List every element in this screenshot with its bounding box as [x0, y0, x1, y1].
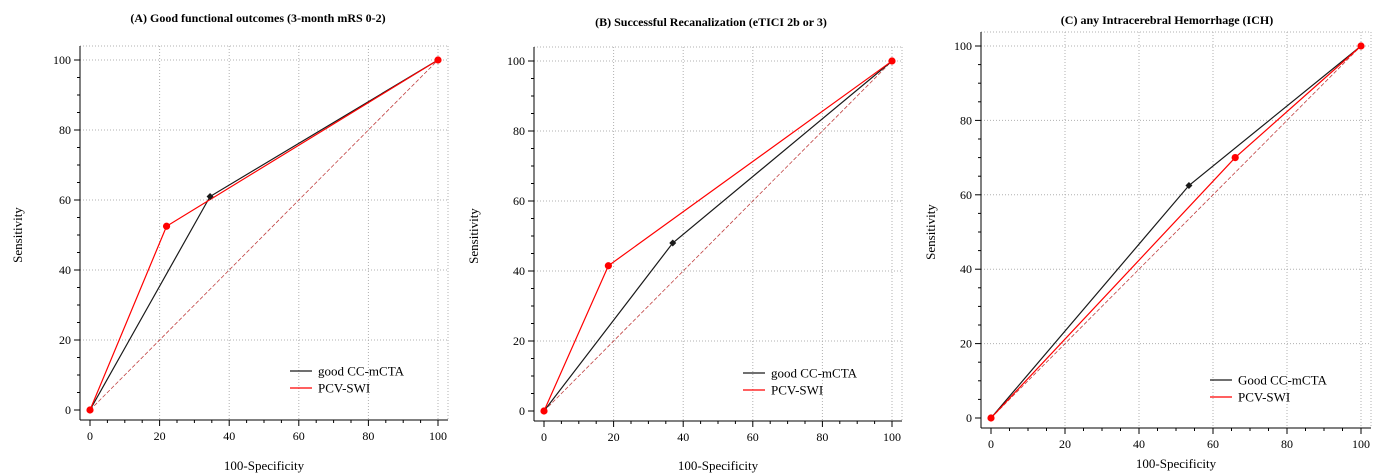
chart-c-y-axis-label: Sensitivity: [923, 204, 938, 260]
chart-c-series-2-point: [987, 414, 995, 422]
chart-b-x-tick-label: 20: [608, 430, 620, 444]
chart-a-series-2-point: [86, 406, 94, 414]
chart-a-reference-line: [89, 59, 439, 411]
chart-a-y-tick-label: 100: [53, 53, 71, 67]
chart-c-x-axis-label: 100-Specificity: [1136, 456, 1217, 471]
chart-b-x-tick-label: 100: [883, 430, 901, 444]
chart-a-x-tick-label: 0: [87, 429, 93, 443]
chart-c-y-tick-label: 60: [960, 188, 972, 202]
chart-c-x-tick-label: 40: [1133, 437, 1145, 451]
chart-a-y-tick-label: 40: [59, 263, 71, 277]
chart-a-legend-label-2: PCV-SWI: [318, 381, 370, 396]
roc-panel-a: (A) Good functional outcomes (3-month mR…: [0, 0, 460, 475]
chart-b-y-tick-label: 20: [513, 334, 525, 348]
chart-c-title: (C) any Intracerebral Hemorrhage (ICH): [1061, 13, 1273, 27]
chart-c-reference-line: [990, 45, 1362, 419]
chart-c-y-tick-label: 40: [960, 262, 972, 276]
chart-c-legend-label-2: PCV-SWI: [1238, 390, 1290, 405]
chart-b-y-tick-label: 60: [513, 194, 525, 208]
chart-c-series-1-point: [1185, 182, 1193, 189]
chart-a-y-tick-label: 0: [65, 403, 71, 417]
chart-a-x-tick-label: 40: [223, 429, 235, 443]
chart-a-series-2-point: [162, 222, 171, 230]
chart-c-x-tick-label: 0: [988, 437, 994, 451]
chart-a-series-2-point: [434, 56, 442, 64]
chart-c-y-tick-label: 0: [966, 411, 972, 425]
chart-a-x-axis-label: 100-Specificity: [224, 458, 305, 473]
chart-c-series-2-point: [1231, 154, 1239, 162]
chart-c-x-tick-label: 80: [1281, 437, 1293, 451]
chart-a-x-tick-label: 80: [362, 429, 374, 443]
chart-b-y-tick-label: 0: [519, 404, 525, 418]
chart-a-x-tick-label: 100: [429, 429, 447, 443]
chart-b-series-2-point: [540, 407, 548, 415]
chart-c-y-tick-label: 100: [954, 39, 972, 53]
chart-c-x-tick-label: 20: [1059, 437, 1071, 451]
chart-b-x-tick-label: 40: [677, 430, 689, 444]
chart-a-legend-label-1: good CC-mCTA: [318, 364, 405, 379]
chart-c-x-tick-label: 60: [1207, 437, 1219, 451]
chart-a-y-tick-label: 80: [59, 123, 71, 137]
chart-b-x-axis-label: 100-Specificity: [678, 458, 759, 473]
chart-a-y-tick-label: 20: [59, 333, 71, 347]
chart-b-legend-label-1: good CC-mCTA: [771, 366, 858, 381]
chart-c-x-tick-label: 100: [1352, 437, 1370, 451]
chart-a-y-axis-label: Sensitivity: [10, 207, 25, 263]
chart-b-x-tick-label: 80: [816, 430, 828, 444]
chart-c-y-tick-label: 20: [960, 337, 972, 351]
chart-b-x-tick-label: 0: [541, 430, 547, 444]
chart-a-y-tick-label: 60: [59, 193, 71, 207]
chart-c-series-2-point: [1357, 42, 1365, 50]
chart-b-y-axis-label: Sensitivity: [466, 208, 481, 264]
roc-chart-c: (C) any Intracerebral Hemorrhage (ICH) 0 2…: [923, 13, 1372, 471]
chart-a-series-1-point: [206, 193, 214, 200]
chart-b-series-2-point: [888, 57, 896, 65]
roc-chart-a: (A) Good functional outcomes (3-month mR…: [10, 11, 449, 473]
roc-panel-c: (C) any Intracerebral Hemorrhage (ICH) 0 2…: [920, 0, 1385, 475]
roc-chart-b: (B) Successful Recanalization (eTICI 2b …: [466, 15, 903, 473]
roc-panel-b: (B) Successful Recanalization (eTICI 2b …: [460, 0, 920, 475]
chart-b-legend-label-2: PCV-SWI: [771, 383, 823, 398]
chart-a-x-tick-label: 20: [154, 429, 166, 443]
chart-b-series-1-point: [669, 239, 677, 247]
chart-c-legend-label-1: Good CC-mCTA: [1238, 373, 1327, 388]
chart-c-y-tick-label: 80: [960, 113, 972, 127]
chart-b-y-tick-label: 80: [513, 124, 525, 138]
chart-b-y-tick-label: 100: [507, 54, 525, 68]
chart-b-y-tick-label: 40: [513, 264, 525, 278]
chart-b-x-tick-label: 60: [747, 430, 759, 444]
chart-b-reference-line: [543, 60, 893, 412]
chart-b-title: (B) Successful Recanalization (eTICI 2b …: [595, 15, 827, 29]
chart-a-title: (A) Good functional outcomes (3-month mR…: [130, 11, 385, 25]
chart-b-series-2-point: [604, 262, 612, 270]
chart-a-x-tick-label: 60: [293, 429, 305, 443]
